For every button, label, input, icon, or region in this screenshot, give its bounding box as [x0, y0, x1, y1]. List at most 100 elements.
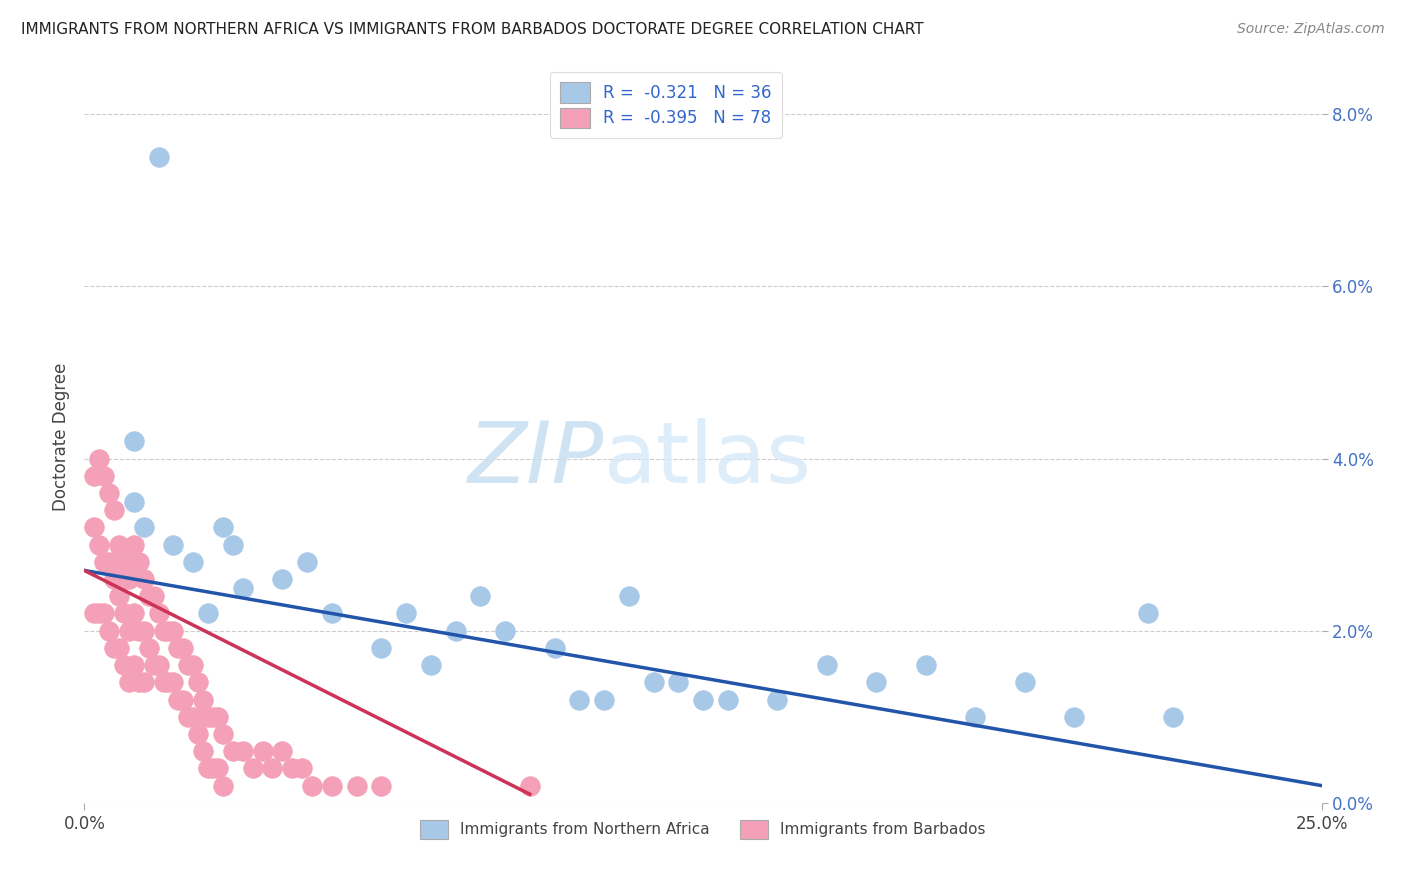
Point	[132, 520, 155, 534]
Point	[1137, 607, 1160, 621]
Point	[89, 451, 111, 466]
Point	[301, 779, 323, 793]
Point	[212, 727, 235, 741]
Point	[593, 692, 616, 706]
Point	[148, 150, 170, 164]
Point	[138, 640, 160, 655]
Point	[152, 675, 174, 690]
Point	[666, 675, 689, 690]
Point	[291, 761, 314, 775]
Point	[122, 538, 145, 552]
Point	[191, 744, 214, 758]
Point	[222, 538, 245, 552]
Point	[914, 658, 936, 673]
Point	[766, 692, 789, 706]
Point	[118, 572, 141, 586]
Point	[568, 692, 591, 706]
Point	[321, 607, 343, 621]
Point	[202, 710, 225, 724]
Point	[470, 589, 492, 603]
Legend: Immigrants from Northern Africa, Immigrants from Barbados: Immigrants from Northern Africa, Immigra…	[413, 813, 993, 847]
Point	[519, 779, 541, 793]
Point	[132, 572, 155, 586]
Point	[108, 538, 131, 552]
Point	[281, 761, 304, 775]
Point	[271, 744, 294, 758]
Point	[271, 572, 294, 586]
Point	[232, 744, 254, 758]
Point	[103, 503, 125, 517]
Point	[162, 624, 184, 638]
Text: atlas: atlas	[605, 417, 813, 500]
Point	[152, 624, 174, 638]
Point	[494, 624, 516, 638]
Point	[815, 658, 838, 673]
Point	[138, 589, 160, 603]
Text: ZIP: ZIP	[468, 417, 605, 500]
Point	[212, 779, 235, 793]
Point	[142, 589, 165, 603]
Point	[142, 658, 165, 673]
Point	[197, 761, 219, 775]
Point	[93, 555, 115, 569]
Point	[202, 761, 225, 775]
Point	[167, 640, 190, 655]
Point	[177, 658, 200, 673]
Point	[207, 761, 229, 775]
Point	[148, 658, 170, 673]
Point	[89, 538, 111, 552]
Point	[419, 658, 441, 673]
Point	[162, 675, 184, 690]
Point	[395, 607, 418, 621]
Point	[252, 744, 274, 758]
Point	[122, 607, 145, 621]
Point	[191, 692, 214, 706]
Point	[83, 468, 105, 483]
Point	[108, 589, 131, 603]
Point	[132, 624, 155, 638]
Point	[370, 640, 392, 655]
Point	[643, 675, 665, 690]
Point	[1014, 675, 1036, 690]
Point	[118, 675, 141, 690]
Point	[321, 779, 343, 793]
Point	[103, 572, 125, 586]
Text: Source: ZipAtlas.com: Source: ZipAtlas.com	[1237, 22, 1385, 37]
Point	[148, 607, 170, 621]
Point	[197, 607, 219, 621]
Point	[232, 581, 254, 595]
Point	[128, 675, 150, 690]
Point	[181, 658, 204, 673]
Point	[444, 624, 467, 638]
Point	[181, 710, 204, 724]
Point	[346, 779, 368, 793]
Point	[717, 692, 740, 706]
Point	[212, 520, 235, 534]
Point	[93, 468, 115, 483]
Point	[118, 624, 141, 638]
Point	[181, 555, 204, 569]
Point	[112, 658, 135, 673]
Point	[172, 692, 194, 706]
Y-axis label: Doctorate Degree: Doctorate Degree	[52, 363, 70, 511]
Point	[83, 607, 105, 621]
Point	[98, 555, 121, 569]
Point	[295, 555, 318, 569]
Point	[128, 555, 150, 569]
Point	[370, 779, 392, 793]
Point	[207, 710, 229, 724]
Point	[128, 624, 150, 638]
Point	[187, 727, 209, 741]
Point	[865, 675, 887, 690]
Point	[172, 640, 194, 655]
Point	[122, 658, 145, 673]
Point	[1161, 710, 1184, 724]
Point	[167, 692, 190, 706]
Point	[162, 538, 184, 552]
Point	[89, 607, 111, 621]
Point	[157, 675, 180, 690]
Point	[93, 607, 115, 621]
Point	[108, 640, 131, 655]
Point	[222, 744, 245, 758]
Point	[122, 494, 145, 508]
